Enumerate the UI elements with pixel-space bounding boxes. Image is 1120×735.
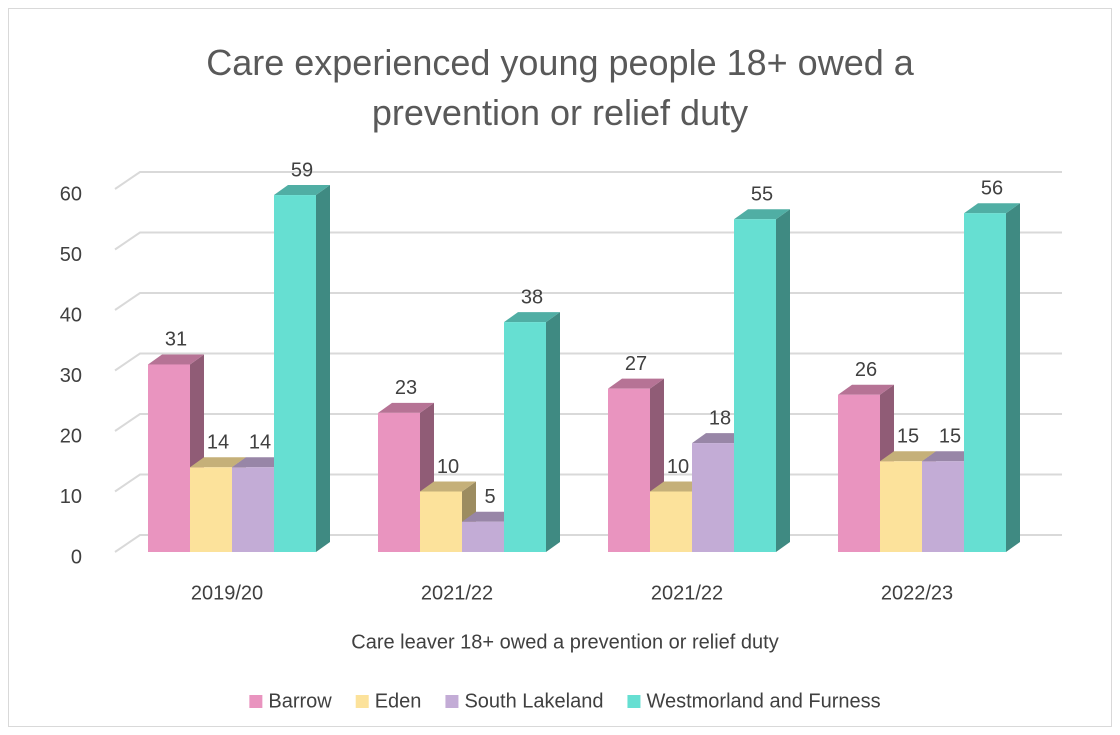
legend-label: Barrow	[268, 690, 332, 712]
data-label: 14	[207, 432, 229, 454]
x-axis-title: Care leaver 18+ owed a prevention or rel…	[351, 631, 778, 653]
data-label: 5	[484, 486, 495, 508]
data-label: 56	[981, 177, 1003, 199]
y-tick-label: 0	[71, 546, 82, 568]
bar-front	[880, 461, 922, 552]
data-label: 18	[709, 407, 731, 429]
bar-front	[650, 491, 692, 552]
grid-segment	[114, 171, 1062, 190]
data-label: 15	[939, 426, 961, 448]
bar-top	[420, 481, 476, 492]
bar-front	[378, 412, 420, 552]
bar-front	[608, 388, 650, 552]
bar-side	[776, 209, 790, 552]
data-label: 23	[395, 377, 417, 399]
bar-front	[692, 443, 734, 552]
bar-front	[922, 461, 964, 552]
y-tick-label: 30	[60, 365, 82, 387]
bar-front	[148, 364, 190, 552]
bar-top	[190, 457, 246, 468]
bar-top	[734, 209, 790, 220]
x-tick-label: 2021/22	[421, 582, 493, 604]
legend-label: Westmorland and Furness	[646, 690, 880, 712]
bar-top	[838, 384, 894, 395]
x-tick-label: 2021/22	[651, 582, 723, 604]
bar-top	[880, 451, 936, 462]
bar-side	[316, 185, 330, 553]
bar-top	[504, 312, 560, 323]
bar-front	[964, 213, 1006, 552]
bar-side	[546, 312, 560, 552]
data-label: 31	[165, 329, 187, 351]
bar	[964, 203, 1020, 552]
y-tick-label: 20	[60, 425, 82, 447]
bar-side	[1006, 203, 1020, 552]
legend-label: Eden	[375, 690, 422, 712]
bar-top	[608, 378, 664, 389]
bar	[504, 312, 560, 552]
legend-swatch	[355, 695, 369, 708]
bar-front	[274, 195, 316, 553]
data-label: 10	[437, 456, 459, 478]
grid-line	[114, 171, 1062, 190]
bar	[274, 185, 330, 553]
y-tick-label: 50	[60, 244, 82, 266]
bar-front	[462, 521, 504, 552]
data-label: 55	[751, 184, 773, 206]
bar-top	[378, 402, 434, 413]
y-tick-label: 10	[60, 486, 82, 508]
data-label: 38	[521, 286, 543, 308]
bar-top	[148, 354, 204, 365]
legend-label: South Lakeland	[464, 690, 603, 712]
data-label: 14	[249, 432, 271, 454]
legend-swatch	[445, 695, 459, 708]
bar-front	[838, 394, 880, 552]
x-tick-label: 2019/20	[191, 582, 263, 604]
bar-front	[190, 467, 232, 552]
x-tick-label: 2022/23	[881, 582, 953, 604]
data-label: 59	[291, 159, 313, 181]
legend-swatch	[249, 695, 263, 708]
bar-front	[232, 467, 274, 552]
bar	[734, 209, 790, 552]
bar-top	[274, 185, 330, 196]
bar-front	[504, 322, 546, 552]
y-tick-label: 40	[60, 304, 82, 326]
data-label: 26	[855, 359, 877, 381]
bar-top	[964, 203, 1020, 214]
data-label: 27	[625, 353, 647, 375]
bar-front	[420, 491, 462, 552]
legend-swatch	[627, 695, 641, 708]
data-label: 10	[667, 456, 689, 478]
data-label: 15	[897, 426, 919, 448]
y-tick-label: 60	[60, 183, 82, 205]
chart-title: Care experienced young people 18+ owed a…	[206, 42, 914, 133]
bar-front	[734, 219, 776, 552]
